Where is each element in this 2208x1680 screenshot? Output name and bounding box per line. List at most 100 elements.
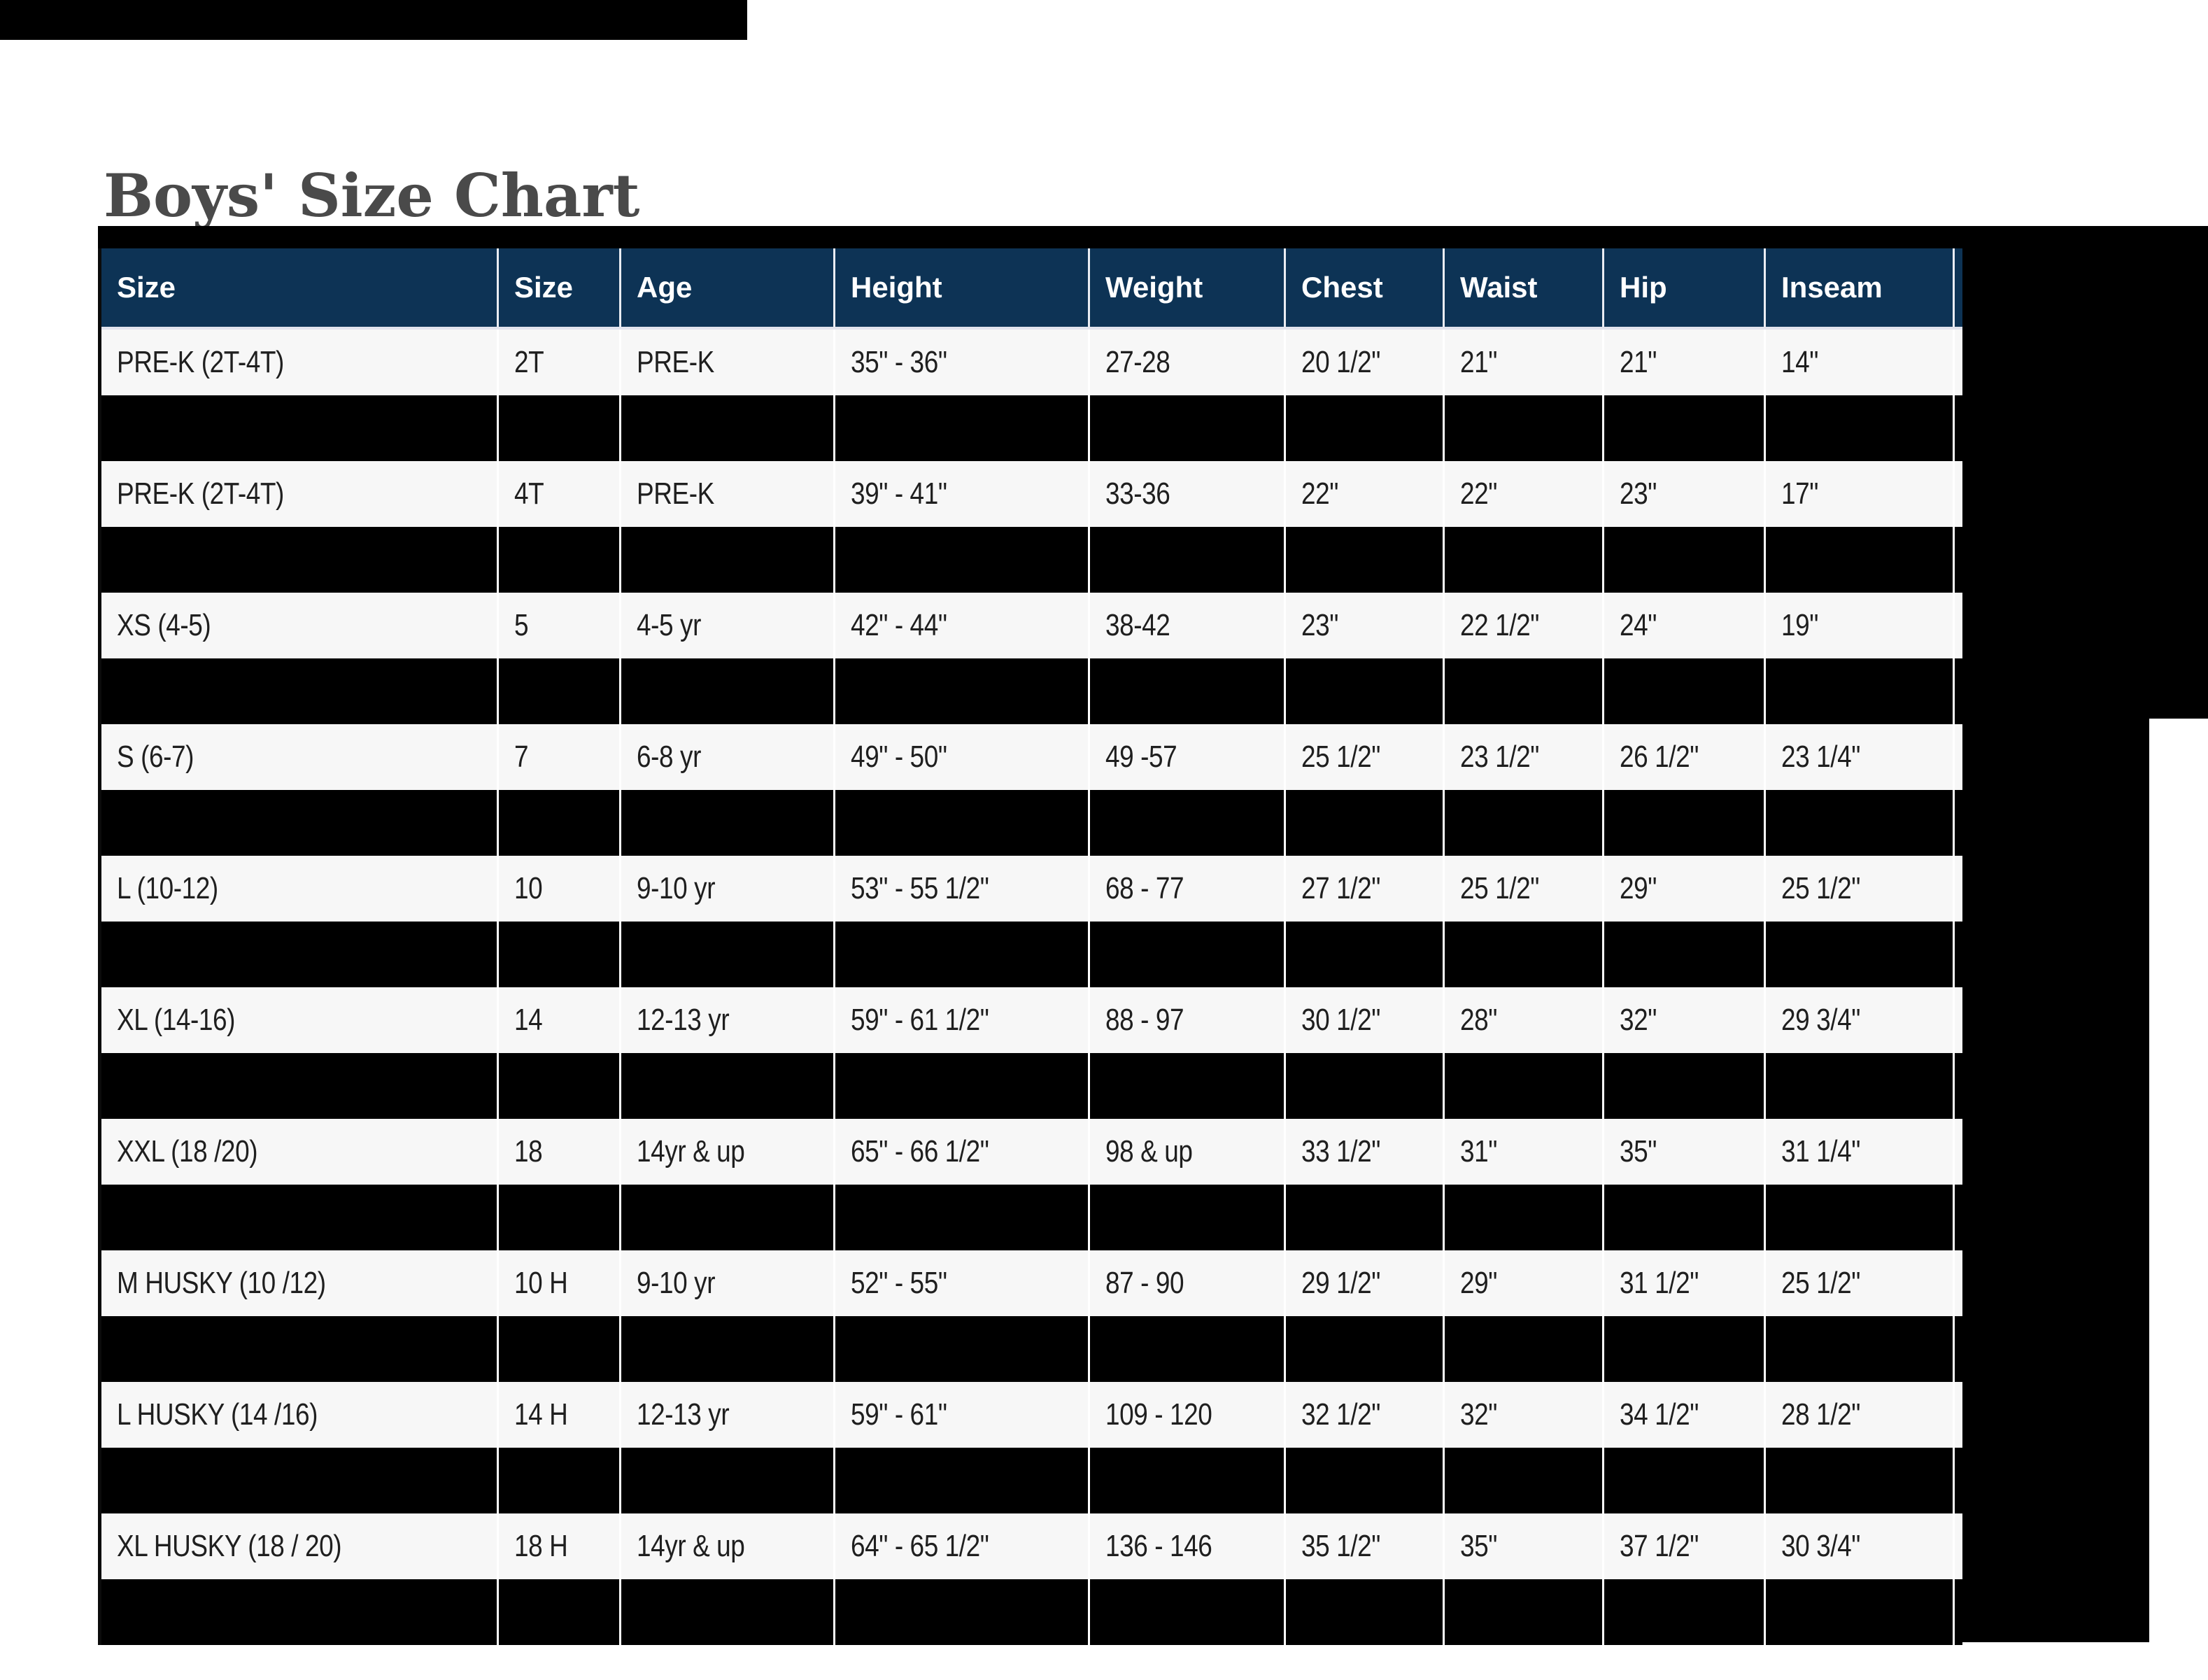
table-cell: 25 1/2" [1766,1250,1955,1316]
table-cell: 37 1/2" [1604,1513,1766,1579]
redacted-cell [101,1053,499,1119]
redacted-cell [835,1579,1090,1645]
redacted-cell [1090,1316,1286,1382]
redacted-cell [1286,1579,1445,1645]
redacted-cell [835,527,1090,593]
table-cell-text: 53" - 55 1/2" [851,871,989,905]
redacted-row [101,395,1962,461]
table-cell-text: 59" - 61" [851,1397,947,1432]
table-cell-text: L HUSKY (14 /16) [117,1397,318,1432]
redacted-cell [1766,395,1955,461]
header-cell: Chest [1286,248,1445,327]
redacted-cell [101,1579,499,1645]
redacted-cell [1286,527,1445,593]
table-cell-text: 23" [1301,608,1338,642]
table-cell-text: 25 1/2" [1301,740,1380,774]
table-cell-text: 9-10 yr [637,1266,716,1300]
redacted-cell [835,922,1090,987]
redacted-cell [1090,1448,1286,1513]
table-cell-text: 24" [1620,608,1657,642]
table-cell-text: 25 1/2" [1781,1266,1860,1300]
header-cell: Waist [1445,248,1604,327]
table-cell-text: 25 1/2" [1460,871,1539,905]
table-cell-text: 88 - 97 [1105,1003,1184,1037]
table-cell-text: 20 1/2" [1301,345,1380,379]
redacted-cell [1604,1185,1766,1250]
redacted-cell [499,395,621,461]
table-cell-text: 27 1/2" [1301,871,1380,905]
table-cell-text: 35" - 36" [851,345,947,379]
table-cell: 29" [1604,856,1766,922]
table-cell: 35 1/2" [1286,1513,1445,1579]
redacted-cell [1445,1579,1604,1645]
table-cell: 68 - 77 [1090,856,1286,922]
redacted-row [101,1448,1962,1513]
header-cell: Size [101,248,499,327]
table-cell-text: 21" [1460,345,1497,379]
table-cell: L HUSKY (14 /16) [101,1382,499,1448]
table-cell-text: 12-13 yr [637,1003,730,1037]
redacted-cell [835,658,1090,724]
redacted-cell [1090,395,1286,461]
table-cell-text: 22" [1460,477,1497,511]
table-cell: 49" - 50" [835,724,1090,790]
table-cell-text: 29" [1460,1266,1497,1300]
redacted-cell [101,658,499,724]
table-cell: 14 H [499,1382,621,1448]
table-cell: 14" [1766,330,1955,395]
table-cell-text: 22" [1301,477,1338,511]
redacted-row [101,527,1962,593]
table-cell-text: 22 1/2" [1460,608,1539,642]
table-cell: 33-36 [1090,461,1286,527]
header-cell: Size [499,248,621,327]
table-cell: 33 1/2" [1286,1119,1445,1185]
redacted-cell [1286,1053,1445,1119]
table-cell-text: 17" [1781,477,1818,511]
table-cell: 88 - 97 [1090,987,1286,1053]
table-cell-text: 35 1/2" [1301,1529,1380,1563]
table-cell-text: 31 1/4" [1781,1134,1860,1169]
table-cell-text: XS (4-5) [117,608,211,642]
table-cell: 6-8 yr [621,724,835,790]
redacted-cell [1445,1185,1604,1250]
table-cell: 42" - 44" [835,593,1090,658]
table-cell: 31 1/4" [1766,1119,1955,1185]
table-cell-text: 28" [1460,1003,1497,1037]
redacted-cell [101,790,499,856]
table-cell: L (10-12) [101,856,499,922]
table-cell-text: 30 1/2" [1301,1003,1380,1037]
table-cell-text: 32" [1460,1397,1497,1432]
table-cell: 29" [1445,1250,1604,1316]
table-cell: 7 [499,724,621,790]
table-cell-text: 49" - 50" [851,740,947,774]
redacted-cell [1445,1448,1604,1513]
table-cell: 35" [1604,1119,1766,1185]
table-cell: 32 1/2" [1286,1382,1445,1448]
table-cell: 23 1/2" [1445,724,1604,790]
table-cell-text: 18 H [514,1529,568,1563]
table-cell-text: 23 1/4" [1781,740,1860,774]
table-cell: 25 1/2" [1766,856,1955,922]
table-cell-text: 2T [514,345,544,379]
table-cell: 32" [1445,1382,1604,1448]
table-row: XS (4-5) 5 4-5 yr 42" - 44" 38-42 23" 22 1/2" 2… [101,593,1962,658]
redacted-cell [1286,922,1445,987]
redacted-cell [1604,922,1766,987]
redacted-cell [1445,790,1604,856]
page-title: Boys' Size Chart [104,161,640,231]
redacted-cell [1766,1448,1955,1513]
table-cell: 14 [499,987,621,1053]
table-cell-text: 9-10 yr [637,871,716,905]
redacted-cell [499,1316,621,1382]
table-cell-text: 29 1/2" [1301,1266,1380,1300]
table-cell: 18 H [499,1513,621,1579]
table-cell-text: 14yr & up [637,1134,745,1169]
redacted-cell [499,790,621,856]
table-row: S (6-7) 7 6-8 yr 49" - 50" 49 -57 25 1/2" 23 1… [101,724,1962,790]
redacted-row [101,790,1962,856]
redacted-cell [621,1579,835,1645]
table-cell-text: 28 1/2" [1781,1397,1860,1432]
redacted-cell [835,790,1090,856]
redacted-cell [101,527,499,593]
redacted-cell [1445,395,1604,461]
